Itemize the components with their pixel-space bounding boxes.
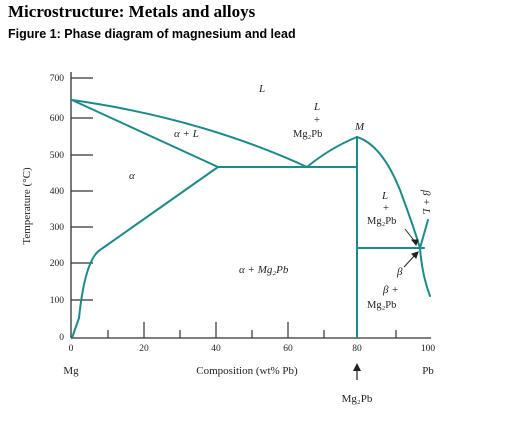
x-left-element: Mg [63,365,79,377]
y-tick-100: 100 [50,296,65,306]
label-l-mg2pb-left-top: L [313,101,320,113]
label-alpha-liquid: α + L [174,128,199,140]
label-l-mg2pb-right-bottom: Mg₂Pb [367,216,396,227]
label-alpha-mg2pb: α + Mg₂Pb [239,264,289,276]
label-beta-mg2pb-bottom: Mg₂Pb [367,300,396,311]
label-l-mg2pb-right-plus: + [383,203,389,214]
region-labels: L α + L α α + Mg₂Pb L + Mg₂Pb M L + Mg₂P… [129,83,432,311]
label-l-mg2pb-left-bottom: Mg₂Pb [293,129,322,140]
x-tick-labels: 0 20 40 60 80 100 [69,344,436,354]
pointer-arrows [403,228,419,268]
liquidus-left [71,99,308,168]
label-max-point: M [354,121,365,133]
solidus-alpha [71,99,219,168]
axes [70,72,431,339]
phase-lines [71,99,431,339]
compound-arrow: Mg₂Pb [342,363,373,405]
x-tick-20: 20 [139,344,149,354]
y-tick-200: 200 [50,259,65,269]
x-tick-0: 0 [69,344,74,354]
x-axis-label: Composition (wt% Pb) [196,365,298,377]
x-right-element: Pb [422,365,434,377]
y-axis-label: Temperature (°C) [21,167,33,245]
label-l-mg2pb-right-top: L [381,190,388,202]
page-title: Microstructure: Metals and alloys [8,2,256,21]
x-tick-60: 60 [283,344,293,354]
figure-caption: Figure 1: Phase diagram of magnesium and… [8,27,296,41]
label-beta: β [396,266,403,278]
y-tick-labels: 700 600 500 400 300 200 100 0 [50,74,65,343]
y-tick-500: 500 [50,151,65,161]
x-ticks [107,322,397,338]
liquidus-m-left [306,136,358,168]
x-tick-100: 100 [421,344,436,354]
label-liquid: L [258,83,265,95]
y-tick-0: 0 [59,333,64,343]
label-alpha: α [129,170,135,182]
compound-arrow-label: Mg₂Pb [342,393,373,405]
y-tick-600: 600 [50,114,65,124]
label-beta-mg2pb-top: β + [382,284,399,296]
x-tick-80: 80 [352,344,362,354]
y-tick-300: 300 [50,223,65,233]
label-beta-plus-liquid: β + L [420,189,432,215]
liquidus-pb [419,219,429,249]
label-l-mg2pb-left-plus: + [314,115,320,126]
solvus-beta [419,247,431,297]
x-tick-40: 40 [211,344,221,354]
y-tick-700: 700 [50,74,65,84]
y-tick-400: 400 [50,187,65,197]
liquidus-m-right [356,136,421,249]
solvus-alpha [71,166,219,339]
